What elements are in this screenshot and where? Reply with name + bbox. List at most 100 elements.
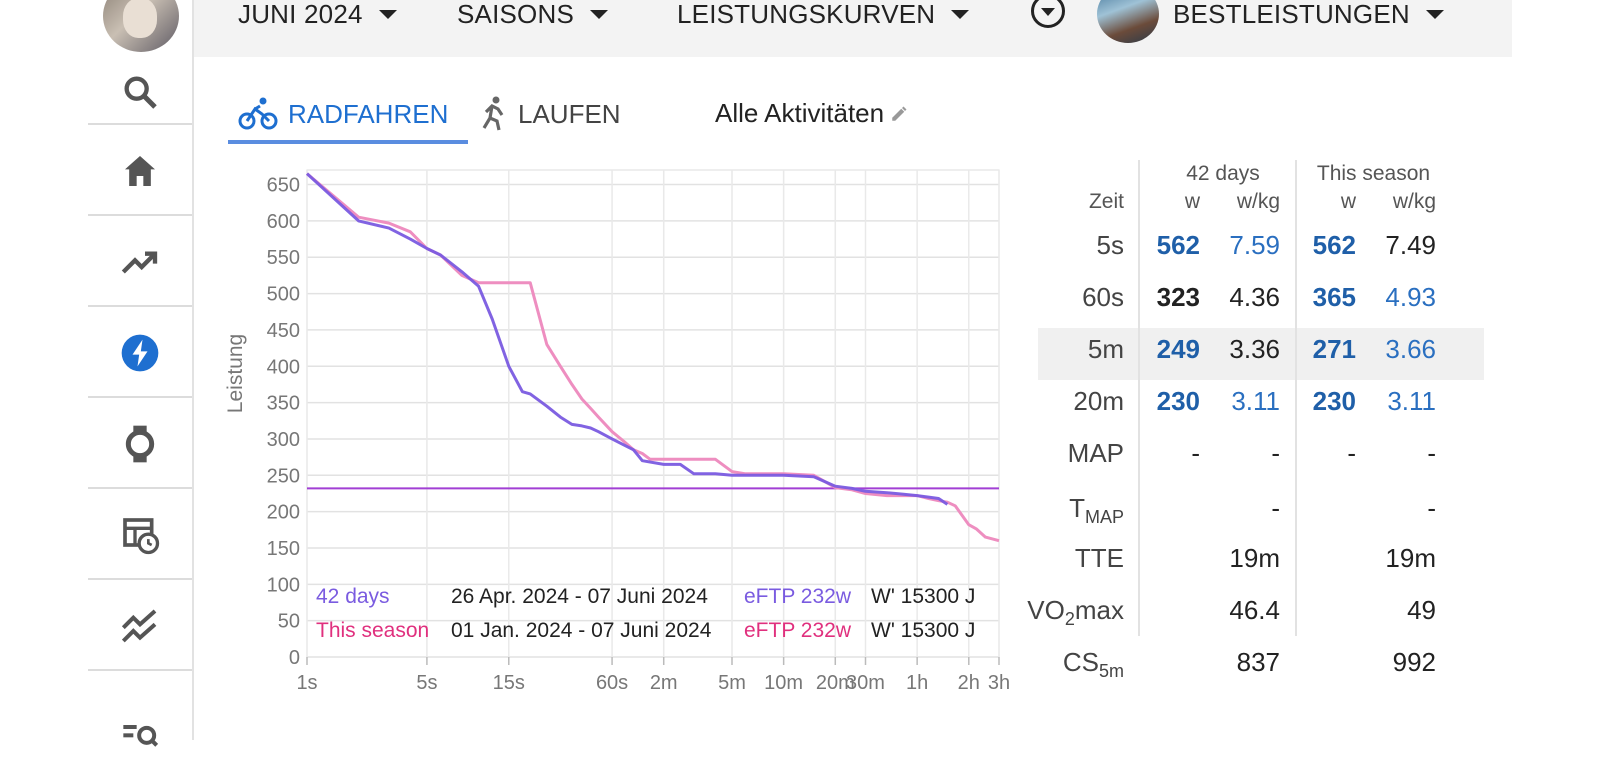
calendar-clock-icon[interactable] (88, 487, 192, 581)
month-dropdown[interactable]: JUNI 2024 (238, 0, 397, 29)
col-w-2: w (1340, 190, 1356, 213)
wkg-season: 3.11 (1387, 386, 1436, 416)
legend-range: 01 Jan. 2024 - 07 Juni 2024 (451, 619, 712, 642)
y-tick-label: 100 (267, 574, 300, 596)
watch-icon[interactable] (88, 396, 192, 490)
curves-dropdown[interactable]: LEISTUNGSKURVEN (677, 0, 970, 29)
cs-v2: 992 (1392, 647, 1436, 677)
home-icon[interactable] (88, 123, 192, 217)
wkg-season: 4.93 (1385, 282, 1436, 312)
x-tick-label: 2h (958, 672, 980, 694)
legend-wprime: W' 15300 J (871, 585, 975, 608)
row-tte-label: TTE (1074, 543, 1124, 573)
row-label: 20m (1073, 386, 1124, 416)
y-tick-label: 600 (267, 211, 300, 233)
row-tmap-label: TMAP (1038, 493, 1124, 528)
x-tick-label: 3h (988, 672, 1010, 694)
tab-running[interactable]: LAUFEN (478, 85, 621, 143)
tmap-v1: - (1271, 493, 1280, 523)
y-tick-label: 300 (267, 429, 300, 451)
trending-up-icon[interactable] (88, 214, 192, 308)
x-tick-label: 1s (296, 672, 317, 694)
y-tick-label: 0 (289, 647, 300, 669)
y-tick-label: 550 (267, 247, 300, 269)
column-divider (1295, 160, 1297, 636)
wkg-42days: 3.36 (1229, 334, 1280, 364)
x-tick-label: 1h (906, 672, 928, 694)
y-axis-label: Leistung (224, 334, 247, 413)
watts-season: - (1347, 438, 1356, 468)
sidebar-divider (192, 0, 194, 740)
x-tick-label: 20m (816, 672, 855, 694)
activity-filter[interactable]: Alle Aktivitäten (715, 98, 908, 129)
vo2-v2: 49 (1407, 595, 1436, 625)
vo2-v1: 46.4 (1229, 595, 1280, 625)
x-tick-label: 60s (596, 672, 628, 694)
activity-filter-label: Alle Aktivitäten (715, 98, 885, 128)
row-label: MAP (1067, 438, 1124, 468)
y-tick-label: 200 (267, 502, 300, 524)
x-tick-label: 30m (846, 672, 885, 694)
group-42days-header: 42 days (1186, 162, 1260, 185)
watts-42days: 249 (1156, 334, 1200, 364)
row-label: 60s (1082, 282, 1124, 312)
tte-v1: 19m (1229, 543, 1280, 573)
watts-42days: 230 (1156, 386, 1200, 416)
best-efforts-table: 42 days This season Zeit w w/kg w w/kg 5… (1027, 160, 1488, 700)
chevron-down-icon (590, 9, 608, 19)
col-zeit: Zeit (1088, 190, 1124, 213)
circle-chevron-icon[interactable] (1031, 0, 1065, 28)
row-vo2-label: VO2max (1018, 595, 1124, 630)
watts-season: 230 (1312, 386, 1356, 416)
legend-eftp: eFTP 232w (744, 619, 852, 642)
tte-v2: 19m (1385, 543, 1436, 573)
x-tick-label: 2m (650, 672, 678, 694)
y-tick-label: 150 (267, 538, 300, 560)
power-bolt-icon[interactable] (88, 305, 192, 399)
row-label: 5m (1087, 334, 1124, 364)
cs-v1: 837 (1236, 647, 1280, 677)
row-label: 5s (1096, 230, 1124, 260)
list-search-icon[interactable] (88, 669, 192, 763)
col-wkg-2: w/kg (1392, 190, 1436, 213)
wkg-42days: 4.36 (1229, 282, 1280, 312)
top-bar (194, 0, 1512, 57)
wkg-42days: 3.11 (1231, 386, 1280, 416)
search-icon[interactable] (88, 46, 192, 138)
x-tick-label: 15s (493, 672, 525, 694)
x-tick-label: 10m (764, 672, 803, 694)
compare-trend-icon[interactable] (88, 578, 192, 672)
wkg-42days: 7.59 (1229, 230, 1280, 260)
watts-season: 365 (1312, 282, 1356, 312)
watts-42days: 323 (1156, 282, 1200, 312)
days42-curve (305, 172, 949, 506)
tab-running-label: LAUFEN (518, 98, 621, 129)
group-season-header: This season (1316, 162, 1431, 185)
watts-season: 271 (1312, 334, 1356, 364)
tmap-t: T (1069, 493, 1085, 523)
watts-42days: 562 (1156, 230, 1200, 260)
seasons-dropdown[interactable]: SAISONS (457, 0, 608, 29)
watts-42days: - (1191, 438, 1200, 468)
power-curve-svg: 6506005505004504003503002502001501005001… (224, 169, 1010, 694)
power-curve-chart: 650 600 550 500 450 400 350 300 250 200 150 100 50 0 1… (220, 165, 1040, 715)
tab-cycling[interactable]: RADFAHREN (238, 85, 448, 143)
y-tick-label: 50 (278, 611, 300, 633)
bests-dropdown[interactable]: BESTLEISTUNGEN (1173, 0, 1444, 29)
vo2-label: VO (1027, 595, 1065, 625)
y-tick-label: 500 (267, 284, 300, 306)
y-tick-label: 400 (267, 356, 300, 378)
vo2-suffix: max (1074, 595, 1124, 625)
wkg-42days: - (1271, 438, 1280, 468)
bests-label: BESTLEISTUNGEN (1173, 0, 1410, 29)
plot-area (306, 169, 1000, 658)
avatar[interactable] (103, 0, 179, 52)
vo2-sub: 2 (1064, 609, 1075, 630)
highlight-row (1038, 328, 1484, 380)
wkg-season: 7.49 (1385, 230, 1436, 260)
sidebar (0, 0, 194, 747)
tmap-sub: MAP (1084, 507, 1124, 528)
col-wkg-1: w/kg (1236, 190, 1280, 213)
watts-season: 562 (1312, 230, 1356, 260)
row-cs-label: CS5m (1038, 647, 1124, 682)
